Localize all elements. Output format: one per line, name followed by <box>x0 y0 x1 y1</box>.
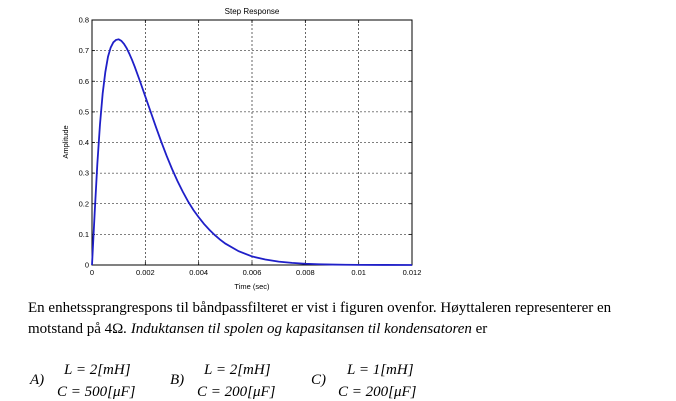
y-tick-label: 0.7 <box>79 46 89 55</box>
x-tick-label: 0.002 <box>136 268 155 277</box>
y-tick-label: 0 <box>85 261 89 270</box>
x-tick-label: 0.004 <box>189 268 208 277</box>
x-tick-label: 0 <box>90 268 94 277</box>
option-c-letter: C) <box>311 372 326 388</box>
x-tick-label: 0.012 <box>403 268 422 277</box>
grid-lines <box>92 20 412 265</box>
problem-line-1: En enhetssprangrespons til båndpassfilte… <box>28 300 612 316</box>
step-response-line <box>91 38 413 266</box>
problem-line-2-suffix: er <box>475 321 488 337</box>
option-a-capacitance: C = 500[μF] <box>57 384 136 400</box>
x-tick-label: 0.008 <box>296 268 315 277</box>
y-tick-label: 0.3 <box>79 169 89 178</box>
chart-title: Step Response <box>225 7 280 16</box>
option-a-inductance: L = 2[mH] <box>64 362 131 378</box>
y-tick-label: 0.2 <box>79 199 89 208</box>
problem-text: En enhetssprangrespons til båndpassfilte… <box>28 298 668 340</box>
y-tick-label: 0.6 <box>79 77 89 86</box>
resistance-value: 4Ω <box>104 321 124 337</box>
y-tick-label: 0.4 <box>79 138 89 147</box>
step-response-chart: 0 0.002 0.004 0.006 0.008 0.01 0.012 0 0.1 0.2 0.3… <box>61 7 422 291</box>
option-c-inductance: L = 1[mH] <box>347 362 414 378</box>
option-b-inductance: L = 2[mH] <box>204 362 271 378</box>
problem-line-2-italic: . Induktansen til spolen og kapasitansen… <box>123 321 472 337</box>
option-c-capacitance: C = 200[μF] <box>338 384 417 400</box>
option-b-letter: B) <box>170 372 185 388</box>
x-tick-label: 0.01 <box>351 268 366 277</box>
y-axis-label: Amplitude <box>61 125 70 158</box>
y-tick-label: 0.5 <box>79 107 89 116</box>
y-tick-label: 0.1 <box>79 230 89 239</box>
x-tick-label: 0.006 <box>243 268 262 277</box>
option-b-capacitance: C = 200[μF] <box>197 384 276 400</box>
option-a-letter: A) <box>30 372 45 388</box>
problem-line-2-prefix: motstand på <box>28 321 101 337</box>
axis-ticks: 0 0.002 0.004 0.006 0.008 0.01 0.012 0 0.1 0.2 0.3… <box>79 16 422 278</box>
y-tick-label: 0.8 <box>79 16 89 25</box>
problem-line-2: motstand på 4Ω. Induktansen til spolen o… <box>28 319 668 340</box>
x-axis-label: Time (sec) <box>234 282 270 291</box>
